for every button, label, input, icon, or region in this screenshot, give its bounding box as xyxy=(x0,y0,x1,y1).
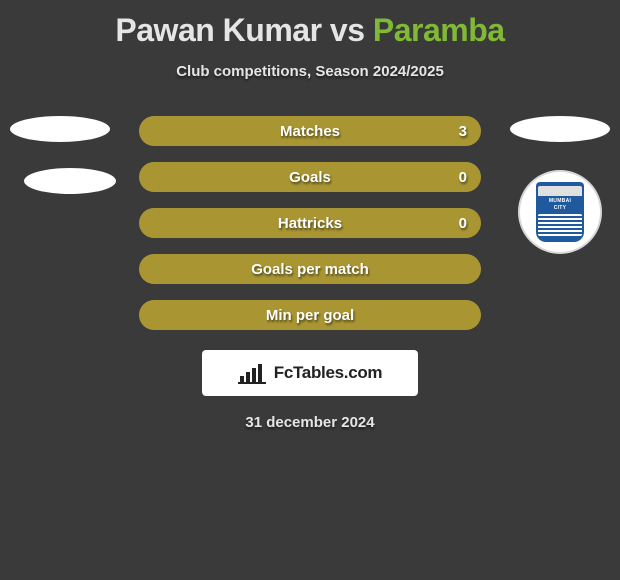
stat-value: 0 xyxy=(459,215,467,232)
player1-name: Pawan Kumar xyxy=(115,12,321,48)
badge-text-mid: CITY xyxy=(554,206,567,211)
date-text: 31 december 2024 xyxy=(0,414,620,431)
stat-row-matches: Matches 3 xyxy=(139,116,481,146)
stat-bars: Matches 3 Goals 0 Hattricks 0 Goals per … xyxy=(139,116,481,330)
stat-value: 0 xyxy=(459,169,467,186)
stat-label: Goals per match xyxy=(251,261,369,278)
stat-label: Min per goal xyxy=(266,307,354,324)
vs-text: vs xyxy=(330,12,365,48)
club-badge-inner: MUMBAI CITY xyxy=(536,182,584,242)
stat-value: 3 xyxy=(459,123,467,140)
stat-row-goals-per-match: Goals per match xyxy=(139,254,481,284)
badge-top-band xyxy=(538,186,582,196)
stats-area: MUMBAI CITY Matches 3 Goals 0 Hattricks … xyxy=(0,116,620,336)
page-title: Pawan Kumar vs Paramba xyxy=(0,0,620,49)
stat-row-goals: Goals 0 xyxy=(139,162,481,192)
footer-brand-box: FcTables.com xyxy=(202,350,418,396)
player2-name: Paramba xyxy=(373,12,505,48)
subtitle: Club competitions, Season 2024/2025 xyxy=(0,63,620,80)
stat-row-hattricks: Hattricks 0 xyxy=(139,208,481,238)
stat-label: Goals xyxy=(289,169,331,186)
badge-stripes xyxy=(538,214,582,236)
club-badge-right: MUMBAI CITY xyxy=(518,170,602,254)
badge-text-top: MUMBAI xyxy=(549,199,571,204)
stat-label: Matches xyxy=(280,123,340,140)
chart-icon xyxy=(238,362,266,384)
stat-label: Hattricks xyxy=(278,215,342,232)
footer-brand-text: FcTables.com xyxy=(274,363,383,383)
placeholder-ellipse-left-1 xyxy=(10,116,110,142)
stat-row-min-per-goal: Min per goal xyxy=(139,300,481,330)
placeholder-ellipse-right-1 xyxy=(510,116,610,142)
placeholder-ellipse-left-2 xyxy=(24,168,116,194)
